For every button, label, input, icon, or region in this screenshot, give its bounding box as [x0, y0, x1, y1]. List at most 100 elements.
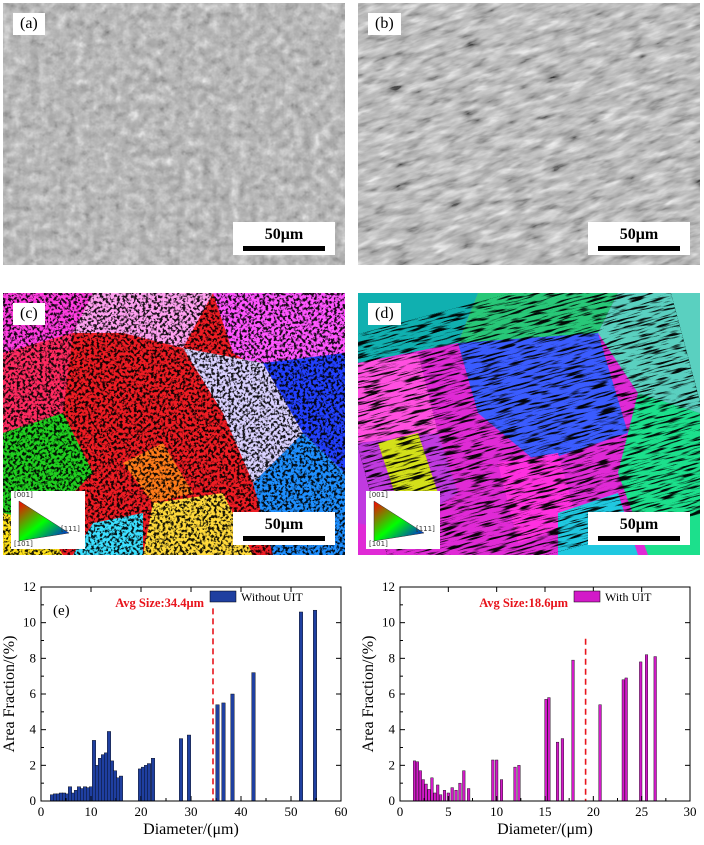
- plot-frame: [40, 586, 342, 802]
- bar-3: [421, 779, 425, 802]
- x-tick-label-0: 0: [397, 804, 404, 819]
- scale-bar-c: 50μm: [233, 512, 335, 545]
- y-tick-label-2: 4: [389, 722, 396, 737]
- bar-32: [653, 656, 657, 802]
- panel-label-b: (b): [368, 13, 401, 35]
- bar-2: [418, 770, 422, 802]
- bar-21: [517, 765, 521, 802]
- x-tick-label-3: 15: [539, 804, 552, 819]
- ipf-label-001-d: [001]: [369, 491, 388, 499]
- x-tick-label-1: 10: [85, 804, 98, 819]
- scale-bar-b: 50μm: [588, 222, 690, 255]
- bar-0: [413, 760, 417, 802]
- y-tick-label-6: 12: [23, 579, 36, 594]
- bar-6: [430, 777, 434, 802]
- bar-16: [467, 788, 471, 802]
- bar-20: [513, 766, 517, 802]
- x-tick-label-0: 0: [38, 804, 45, 819]
- x-tick-label-4: 20: [587, 804, 600, 819]
- bar-4: [424, 783, 428, 802]
- bar-7: [433, 792, 437, 802]
- y-tick-label-0: 0: [389, 793, 396, 808]
- scale-bar-d: 50μm: [588, 512, 690, 545]
- y-tick-label-5: 10: [382, 615, 395, 630]
- x-tick-label-2: 20: [135, 804, 148, 819]
- bar-17: [491, 759, 495, 802]
- bar-1: [415, 761, 419, 802]
- ipf-label-101-d: [101]: [369, 540, 388, 548]
- bar-23: [547, 697, 551, 802]
- ebsd-map-c: (c) [001] [111] [101] 50μm: [3, 293, 345, 555]
- scale-text-a: 50μm: [264, 226, 304, 243]
- bar-29: [624, 677, 628, 802]
- legend-swatch: [209, 590, 237, 603]
- histogram-without-uit: 0 10 20 30 40 50 60 0 2 4 6 8 10 12 Diameter/(μm) Area …: [1, 579, 348, 838]
- micrograph-a: (a) 50μm: [3, 3, 345, 265]
- ipf-label-111-d: [111]: [416, 525, 435, 533]
- panel-label-a: (a): [13, 13, 45, 35]
- y-tick-label-4: 8: [389, 650, 396, 665]
- legend-label: Without UIT: [241, 590, 304, 604]
- x-axis-label: Diameter/(μm): [143, 821, 239, 838]
- y-tick-label-0: 0: [30, 793, 37, 808]
- bar-18: [495, 759, 499, 802]
- y-axis-label: Area Fraction/(%): [1, 636, 18, 753]
- ebsd-map-d: (d) [001] [111] [101] 50μm: [358, 293, 700, 555]
- bar-27: [598, 704, 602, 802]
- x-axis-label: Diameter/(μm): [497, 821, 593, 838]
- x-tick-label-4: 40: [235, 804, 248, 819]
- y-tick-label-6: 12: [382, 579, 395, 594]
- scale-line-a: [243, 246, 325, 251]
- bar-8: [436, 784, 440, 802]
- y-tick-label-5: 10: [23, 615, 36, 630]
- x-tick-label-1: 5: [445, 804, 452, 819]
- y-tick-label-3: 6: [389, 686, 396, 701]
- avg-size-annotation: Avg Size:18.6μm: [479, 596, 568, 610]
- legend-swatch: [573, 590, 601, 603]
- avg-size-annotation: Avg Size:34.4μm: [115, 596, 204, 610]
- bar-22: [544, 699, 548, 802]
- bar-34: [251, 672, 256, 802]
- x-tick-label-2: 10: [490, 804, 503, 819]
- bar-15: [462, 770, 466, 802]
- bar-27: [147, 763, 151, 802]
- ipf-label-111-c: [111]: [61, 525, 80, 533]
- histogram-with-uit: 0 5 10 15 20 25 30 0 2 4 6 8 10 12 Diameter/(μm) Area F…: [360, 579, 697, 838]
- bar-28: [621, 679, 625, 802]
- bar-10: [442, 790, 446, 802]
- y-tick-label-2: 4: [30, 722, 37, 737]
- bar-31: [215, 704, 220, 802]
- bar-30: [639, 661, 643, 802]
- sem-image-a: [3, 3, 345, 265]
- panel-label-e: (e): [53, 603, 70, 619]
- bar-28: [151, 757, 155, 802]
- scale-line-c: [243, 536, 325, 541]
- bar-30: [187, 734, 191, 802]
- y-tick-label-3: 6: [30, 686, 37, 701]
- scale-line-b: [598, 246, 680, 251]
- scale-text-c: 50μm: [264, 516, 304, 533]
- ipf-triangle-c: [18, 500, 70, 542]
- x-tick-label-6: 30: [684, 804, 697, 819]
- y-tick-label-1: 2: [30, 757, 37, 772]
- bar-33: [230, 693, 235, 802]
- bar-19: [499, 779, 503, 802]
- scale-text-d: 50μm: [619, 516, 659, 533]
- bar-25: [560, 738, 564, 802]
- x-tick-label-3: 30: [185, 804, 198, 819]
- ipf-legend-d: [001] [111] [101]: [366, 491, 440, 549]
- ipf-label-001-c: [001]: [14, 491, 33, 499]
- bar-9: [439, 794, 443, 802]
- ipf-label-101-c: [101]: [14, 540, 33, 548]
- ipf-triangle-d: [373, 500, 425, 542]
- sem-image-b: [358, 3, 700, 265]
- panel-label-c: (c): [13, 303, 45, 325]
- micrograph-b: (b) 50μm: [358, 3, 700, 265]
- y-axis-label: Area Fraction/(%): [360, 636, 377, 753]
- x-tick-label-5: 50: [285, 804, 298, 819]
- scale-line-d: [598, 536, 680, 541]
- bar-32: [221, 702, 226, 802]
- bar-36: [313, 609, 317, 802]
- x-tick-label-6: 60: [335, 804, 348, 819]
- scale-text-b: 50μm: [619, 226, 659, 243]
